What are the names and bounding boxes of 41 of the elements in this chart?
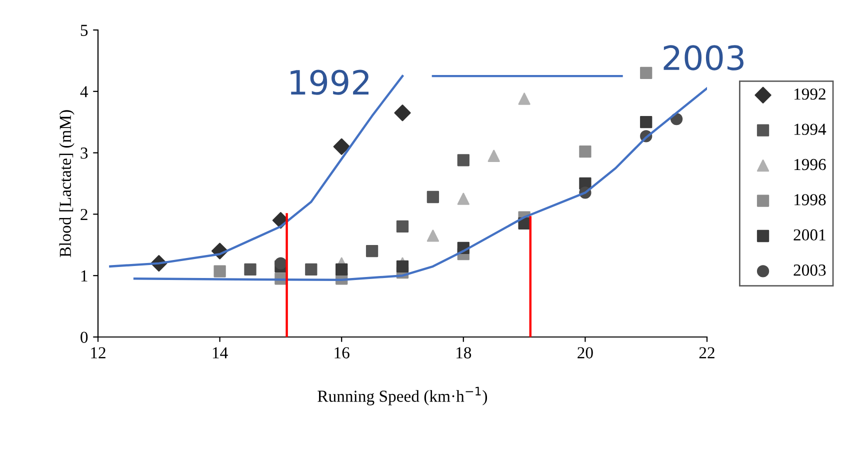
point — [274, 257, 287, 270]
y-tick-label: 2 — [80, 208, 88, 220]
annotation: 1992 — [290, 70, 368, 95]
annotation: 2003 — [664, 45, 744, 70]
x-tick-label: 16 — [334, 347, 350, 358]
legend-label: 1992 — [794, 88, 826, 100]
point — [396, 260, 409, 272]
point — [457, 154, 470, 166]
point — [366, 244, 378, 258]
x-tick-label: 20 — [578, 347, 593, 358]
legend-label: 1996 — [794, 158, 826, 170]
y-tick-label: 4 — [80, 86, 88, 98]
x-axis-title: Running Speed (km·h$^{−1}$) — [318, 386, 488, 406]
y-tick-label: 0 — [80, 332, 88, 343]
legend-label: 1998 — [794, 194, 826, 206]
point — [579, 146, 592, 158]
point — [426, 190, 440, 204]
x-tick-label: 18 — [456, 347, 472, 358]
y-tick-label: 5 — [80, 24, 88, 36]
legend-label: 1994 — [794, 124, 826, 135]
point — [396, 220, 409, 233]
y-axis-title: Blood [Lactate] (mM) — [59, 110, 74, 258]
point — [426, 230, 440, 242]
y-tick-label: 1 — [81, 270, 88, 282]
y-tick-label: 3 — [80, 148, 88, 159]
point — [244, 263, 256, 276]
point — [214, 265, 226, 278]
point — [457, 192, 470, 205]
x-tick-label: 12 — [91, 347, 106, 358]
point — [394, 104, 411, 122]
x-tick-label: 14 — [212, 347, 228, 358]
x-tick-label: 22 — [699, 347, 714, 358]
point — [518, 92, 530, 105]
legend-label: 2003 — [794, 264, 826, 276]
point — [305, 263, 318, 276]
point — [640, 116, 652, 128]
point — [333, 138, 350, 155]
point — [640, 66, 652, 80]
legend-label: 2001 — [794, 229, 826, 241]
point — [336, 263, 348, 276]
point — [488, 150, 500, 162]
